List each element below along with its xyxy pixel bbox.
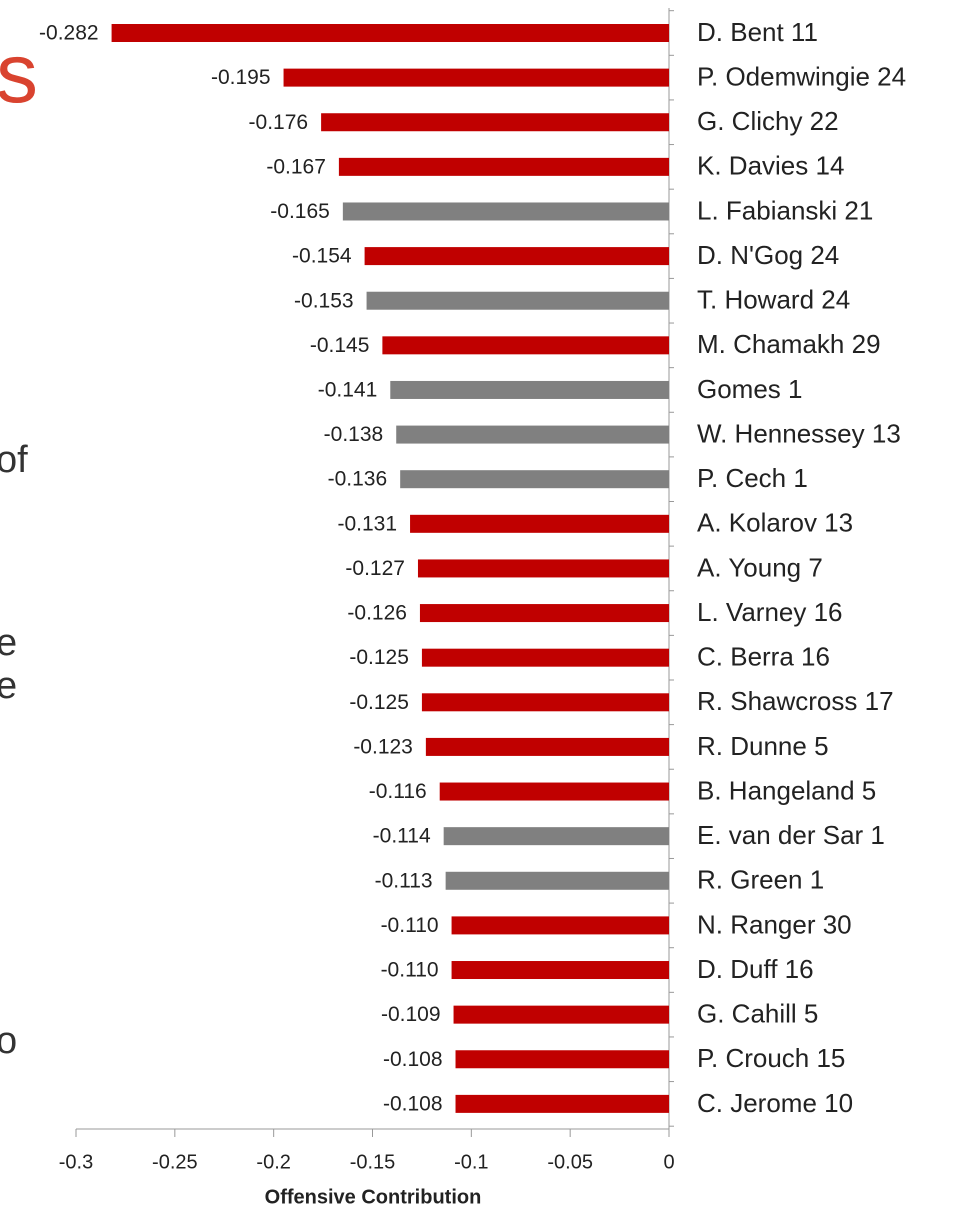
x-tick-label: -0.2: [256, 1151, 290, 1173]
category-label: T. Howard 24: [697, 285, 850, 315]
bar: [453, 1005, 669, 1024]
bar: [111, 24, 669, 42]
category-label: C. Jerome 10: [697, 1088, 853, 1118]
value-label: -0.110: [381, 959, 439, 982]
category-label: L. Varney 16: [697, 597, 843, 627]
category-label: N. Ranger 30: [697, 909, 852, 939]
bar: [417, 559, 669, 578]
category-label: R. Shawcross 17: [697, 686, 894, 716]
value-label: -0.167: [266, 155, 326, 178]
bar: [366, 291, 669, 310]
x-tick-label: 0: [663, 1151, 674, 1173]
category-label: M. Chamakh 29: [697, 329, 881, 359]
annotation: of: [0, 439, 28, 481]
bar: [283, 68, 669, 87]
category-label: K. Davies 14: [697, 151, 844, 181]
x-tick-label: -0.1: [454, 1151, 488, 1173]
category-label: G. Clichy 22: [697, 106, 839, 136]
value-label: -0.108: [383, 1048, 443, 1071]
category-label: P. Cech 1: [697, 463, 808, 493]
category-label: E. van der Sar 1: [697, 820, 885, 850]
category-label: P. Crouch 15: [697, 1043, 845, 1073]
value-label: -0.127: [345, 557, 405, 580]
value-label: -0.114: [373, 825, 431, 848]
bar: [338, 157, 669, 176]
bar: [400, 470, 669, 489]
bar: [419, 604, 669, 623]
bar: [445, 871, 669, 890]
value-label: -0.116: [369, 780, 427, 803]
category-label: D. N'Gog 24: [697, 240, 839, 270]
category-label: A. Kolarov 13: [697, 508, 853, 538]
value-label: -0.145: [310, 334, 370, 357]
value-label: -0.110: [381, 914, 439, 937]
category-label: B. Hangeland 5: [697, 775, 876, 805]
category-label: C. Berra 16: [697, 642, 830, 672]
category-label: R. Green 1: [697, 865, 824, 895]
category-label: D. Duff 16: [697, 954, 814, 984]
value-label: -0.108: [383, 1092, 443, 1115]
value-label: -0.136: [328, 468, 388, 491]
x-tick-label: -0.3: [59, 1151, 93, 1173]
bar: [382, 336, 669, 355]
annotation: e: [0, 622, 17, 664]
value-label: -0.195: [211, 66, 271, 89]
value-label: -0.282: [39, 22, 99, 45]
bar: [439, 782, 669, 801]
x-tick-label: -0.15: [350, 1151, 396, 1173]
category-label: Gomes 1: [697, 374, 803, 404]
annotation: e: [0, 665, 17, 707]
bar: [396, 425, 669, 444]
annotation: s: [0, 26, 38, 120]
bar: [425, 737, 669, 756]
value-label: -0.125: [349, 691, 409, 714]
bar: [342, 202, 669, 221]
bar: [390, 380, 669, 399]
value-label: -0.125: [349, 646, 409, 669]
value-label: -0.113: [375, 869, 433, 892]
x-tick-label: -0.25: [152, 1151, 198, 1173]
bar: [421, 693, 669, 712]
category-label: G. Cahill 5: [697, 999, 818, 1029]
value-label: -0.154: [292, 245, 352, 268]
bar: [455, 1050, 669, 1069]
category-label: D. Bent 11: [697, 17, 818, 47]
bar: [421, 648, 669, 667]
bar: [443, 827, 669, 846]
value-label: -0.126: [347, 602, 407, 625]
bar: [321, 113, 669, 132]
bar: [451, 916, 669, 935]
category-label: A. Young 7: [697, 552, 823, 582]
value-label: -0.123: [353, 735, 413, 758]
bar: [451, 961, 669, 980]
bar: [455, 1094, 669, 1113]
category-label: W. Hennessey 13: [697, 418, 901, 448]
value-label: -0.141: [318, 379, 378, 402]
x-tick-label: -0.05: [547, 1151, 593, 1173]
value-label: -0.131: [338, 512, 398, 535]
bar: [410, 514, 669, 533]
category-label: R. Dunne 5: [697, 731, 829, 761]
annotation: o: [0, 1020, 17, 1062]
category-label: L. Fabianski 21: [697, 195, 873, 225]
bar: [364, 247, 669, 266]
value-label: -0.153: [294, 289, 354, 312]
value-label: -0.165: [270, 200, 330, 223]
x-axis-title: Offensive Contribution: [265, 1186, 482, 1208]
value-label: -0.109: [381, 1003, 441, 1026]
value-label: -0.138: [324, 423, 384, 446]
category-label: P. Odemwingie 24: [697, 61, 906, 91]
value-label: -0.176: [249, 111, 309, 134]
